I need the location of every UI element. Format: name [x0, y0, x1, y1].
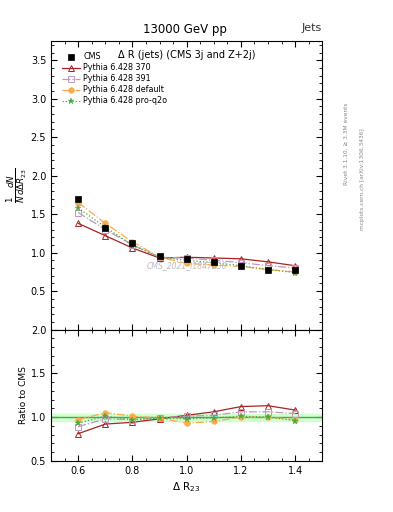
- Pythia 6.428 370: [293, 263, 298, 269]
- CMS: [184, 255, 189, 262]
- Line: Pythia 6.428 default: Pythia 6.428 default: [75, 200, 298, 274]
- Legend: CMS, Pythia 6.428 370, Pythia 6.428 391, Pythia 6.428 default, Pythia 6.428 pro-: CMS, Pythia 6.428 370, Pythia 6.428 391,…: [61, 51, 169, 107]
- Pythia 6.428 default: [157, 254, 162, 260]
- Pythia 6.428 default: [76, 200, 81, 206]
- CMS: [239, 263, 243, 269]
- Text: Δ R (jets) (CMS 3j and Z+2j): Δ R (jets) (CMS 3j and Z+2j): [118, 50, 255, 59]
- Pythia 6.428 391: [293, 265, 298, 271]
- Pythia 6.428 default: [266, 266, 270, 272]
- Pythia 6.428 370: [266, 259, 270, 265]
- Pythia 6.428 391: [266, 263, 270, 269]
- Text: 13000 GeV pp: 13000 GeV pp: [143, 23, 227, 36]
- Pythia 6.428 391: [239, 260, 243, 266]
- CMS: [211, 259, 216, 265]
- Text: mcplots.cern.ch [arXiv:1306.3436]: mcplots.cern.ch [arXiv:1306.3436]: [360, 129, 365, 230]
- Line: CMS: CMS: [75, 196, 298, 273]
- Pythia 6.428 pro-q2o: [211, 260, 216, 266]
- Pythia 6.428 370: [103, 232, 108, 239]
- CMS: [157, 253, 162, 260]
- Pythia 6.428 391: [157, 254, 162, 260]
- Pythia 6.428 pro-q2o: [293, 270, 298, 276]
- Line: Pythia 6.428 370: Pythia 6.428 370: [75, 221, 298, 268]
- Pythia 6.428 pro-q2o: [103, 224, 108, 230]
- Text: Rivet 3.1.10, ≥ 3.3M events: Rivet 3.1.10, ≥ 3.3M events: [344, 102, 349, 185]
- Pythia 6.428 pro-q2o: [239, 263, 243, 269]
- Pythia 6.428 default: [184, 260, 189, 266]
- Pythia 6.428 391: [103, 226, 108, 232]
- Pythia 6.428 pro-q2o: [76, 205, 81, 211]
- Y-axis label: $\frac{1}{N}\frac{dN}{d\Delta R_{23}}$: $\frac{1}{N}\frac{dN}{d\Delta R_{23}}$: [6, 167, 29, 203]
- Pythia 6.428 391: [211, 257, 216, 263]
- Line: Pythia 6.428 pro-q2o: Pythia 6.428 pro-q2o: [75, 204, 299, 276]
- Bar: [51, 414, 322, 420]
- Text: Jets: Jets: [302, 23, 322, 33]
- Pythia 6.428 391: [130, 242, 135, 248]
- Pythia 6.428 default: [293, 269, 298, 275]
- Pythia 6.428 370: [76, 220, 81, 226]
- Pythia 6.428 370: [130, 245, 135, 251]
- CMS: [76, 196, 81, 202]
- Pythia 6.428 pro-q2o: [130, 242, 135, 248]
- Pythia 6.428 370: [211, 255, 216, 261]
- Pythia 6.428 391: [184, 255, 189, 261]
- Pythia 6.428 pro-q2o: [266, 266, 270, 272]
- CMS: [266, 266, 270, 272]
- CMS: [293, 267, 298, 273]
- Line: Pythia 6.428 391: Pythia 6.428 391: [75, 210, 298, 271]
- Pythia 6.428 default: [130, 239, 135, 245]
- Pythia 6.428 pro-q2o: [157, 254, 162, 260]
- CMS: [130, 240, 135, 246]
- Pythia 6.428 default: [211, 262, 216, 268]
- Pythia 6.428 pro-q2o: [184, 257, 189, 263]
- Text: CMS_2021_I1847230: CMS_2021_I1847230: [147, 262, 227, 271]
- X-axis label: Δ R$_{23}$: Δ R$_{23}$: [173, 480, 201, 494]
- Pythia 6.428 370: [157, 255, 162, 261]
- Y-axis label: Ratio to CMS: Ratio to CMS: [19, 366, 28, 424]
- Pythia 6.428 default: [103, 220, 108, 226]
- Pythia 6.428 default: [239, 263, 243, 269]
- CMS: [103, 225, 108, 231]
- Pythia 6.428 391: [76, 209, 81, 216]
- Pythia 6.428 370: [184, 254, 189, 260]
- Pythia 6.428 370: [239, 255, 243, 262]
